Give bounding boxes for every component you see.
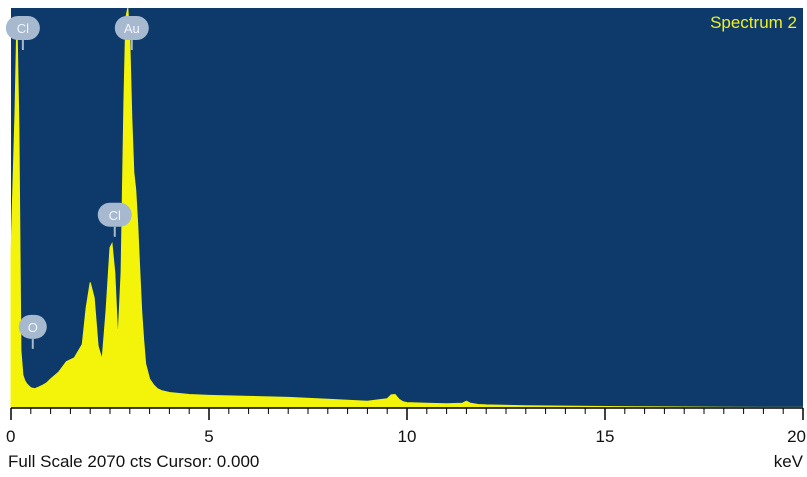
peak-marker-badge	[5, 16, 40, 40]
peak-marker-badge	[97, 202, 132, 227]
peak-label-au: Au	[114, 16, 149, 50]
x-tick-label: 20	[787, 427, 806, 446]
x-tick-label: 10	[398, 427, 417, 446]
peak-marker-badge	[18, 314, 47, 339]
full-scale-readout: Full Scale 2070 cts Cursor: 0.000	[8, 452, 260, 471]
unit-label: keV	[773, 452, 803, 471]
peak-marker-badge	[114, 16, 149, 40]
peak-element-text: Cl	[109, 208, 121, 223]
peak-element-text: Cl	[17, 21, 29, 36]
peak-label-cl: Cl	[97, 202, 132, 237]
x-tick-label: 5	[204, 427, 213, 446]
peak-label-o: O	[18, 314, 47, 349]
spectrum-area	[10, 7, 804, 409]
spectrum-layer	[10, 7, 804, 409]
x-tick-label: 0	[6, 427, 15, 446]
peak-markers: Cl Au Cl O	[5, 16, 149, 349]
x-tick-label: 15	[596, 427, 615, 446]
spectrum-title: Spectrum 2	[710, 13, 797, 32]
peak-element-text: Au	[124, 21, 140, 36]
peak-element-text: O	[28, 320, 38, 335]
x-axis: 0 5 10 15 20	[6, 407, 806, 446]
peak-label-cl: Cl	[5, 16, 40, 50]
